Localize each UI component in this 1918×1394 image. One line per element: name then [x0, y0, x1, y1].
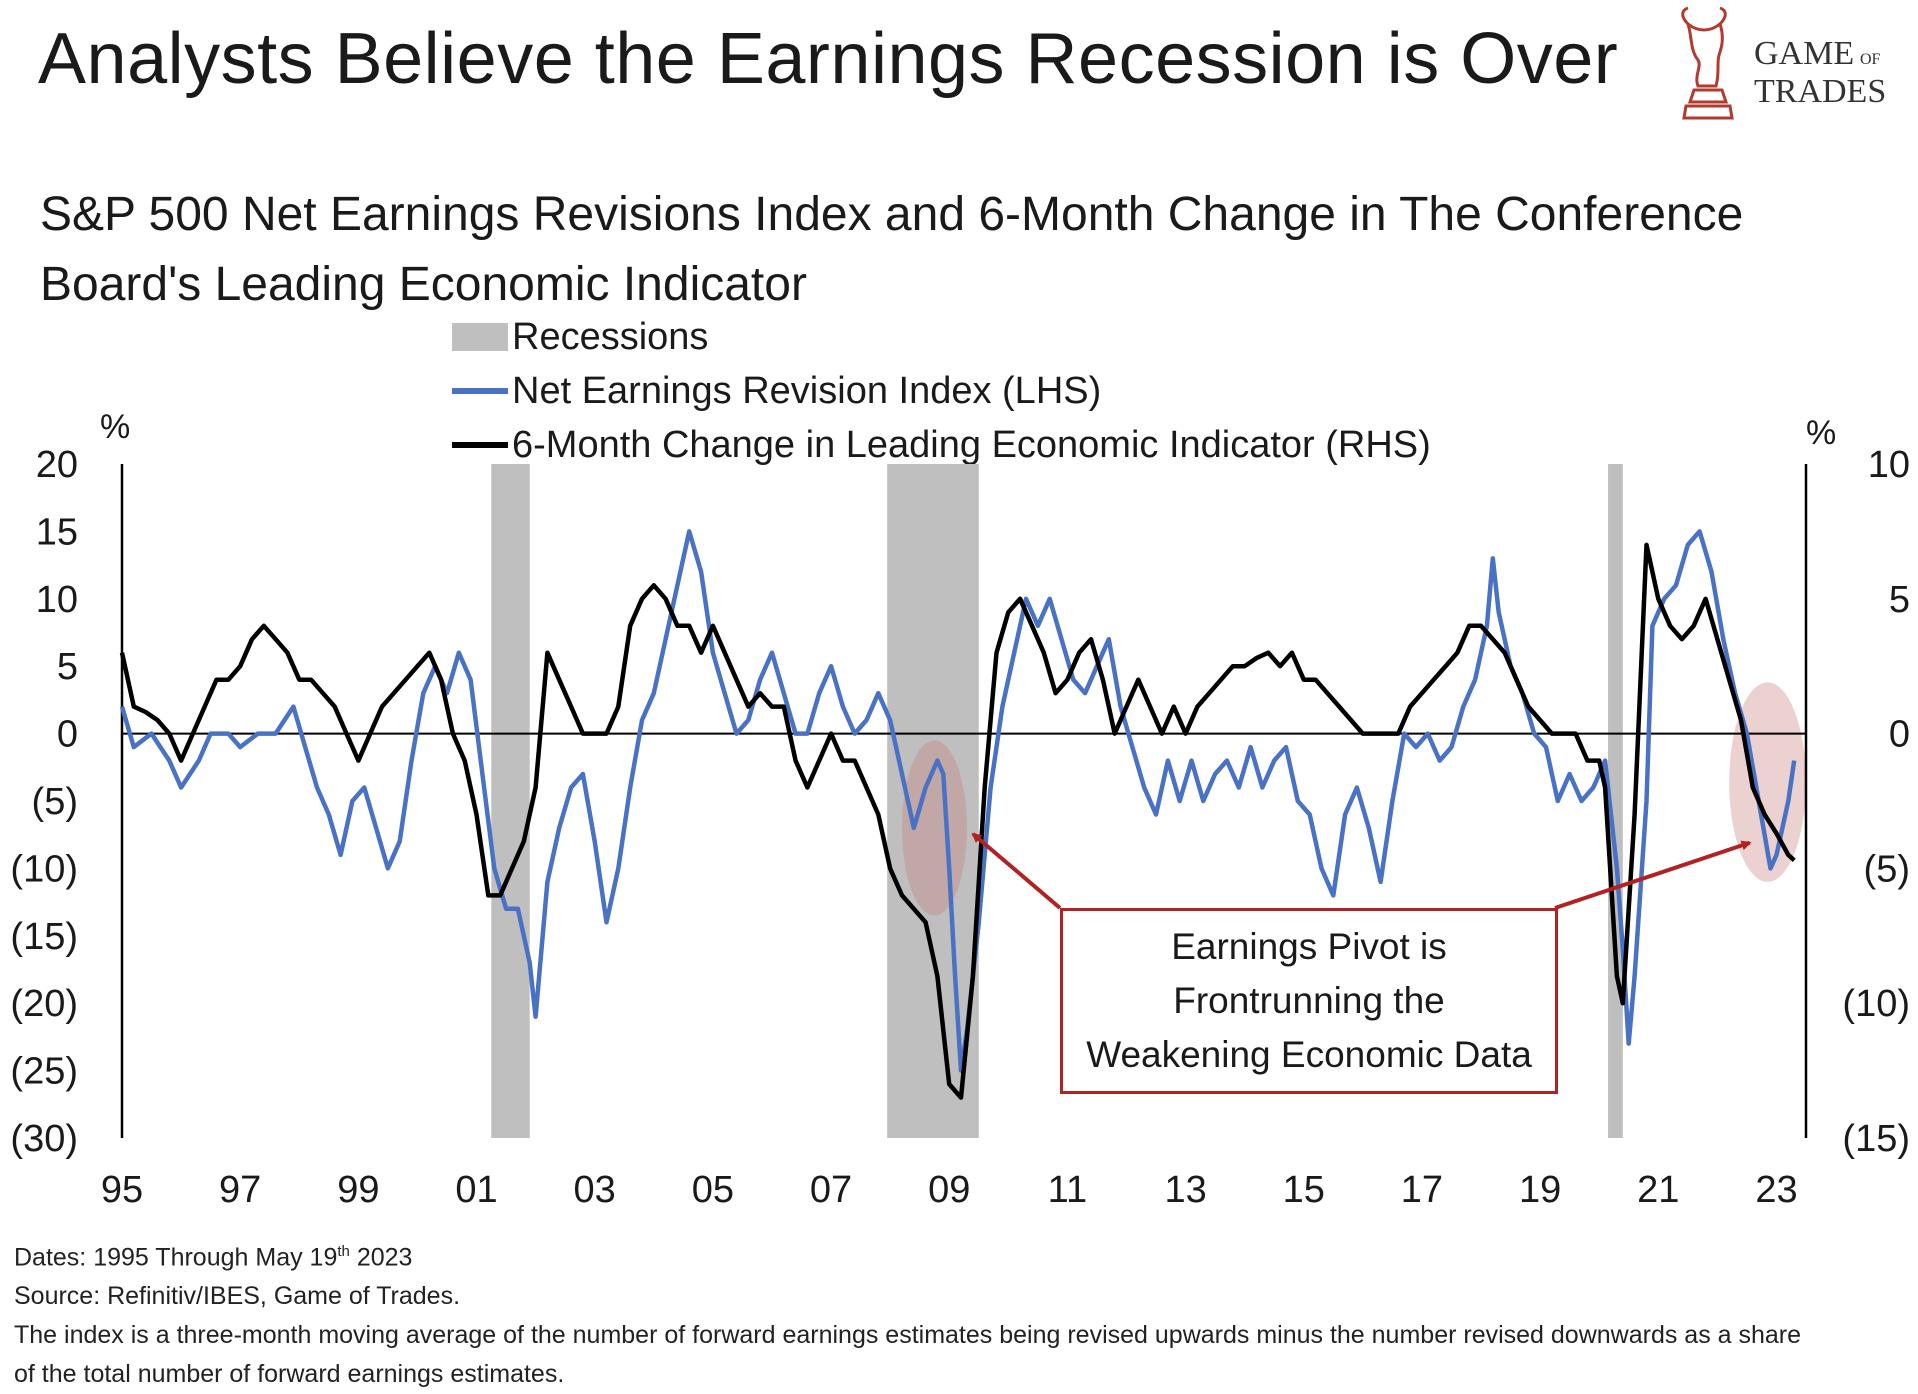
nri-series-line [119, 529, 1797, 1073]
y-left-tick-4: 0 [57, 714, 78, 756]
dates-note-sup: th [337, 1243, 350, 1260]
y-left-tick-2: 10 [36, 579, 78, 621]
dates-note-prefix: Dates: 1995 Through May 19 [14, 1243, 338, 1272]
source-note: Source: Refinitiv/IBES, Game of Trades. [14, 1282, 461, 1311]
x-tick-11: 11 [1048, 1169, 1087, 1211]
callout-line-1: Earnings Pivot is [1171, 926, 1447, 967]
dates-note: Dates: 1995 Through May 19th 2023 [14, 1232, 1814, 1277]
x-tick-97: 97 [219, 1169, 261, 1211]
bull-chess-knight-icon [1681, 6, 1734, 120]
x-tick-19: 19 [1519, 1169, 1561, 1211]
callout-arrow-2008 [971, 832, 1062, 910]
right-axis-unit: % [1806, 414, 1837, 452]
y-left-tick-3: 5 [57, 646, 78, 688]
callout-arrows [971, 832, 1752, 910]
y-right-tick-2: 0 [1889, 714, 1910, 756]
left-axis-unit: % [100, 408, 131, 446]
main-title: Analysts Believe the Earnings Recession … [38, 19, 1619, 99]
chart-axes [120, 464, 1808, 1138]
y-right-tick-3: (5) [1864, 848, 1910, 890]
y-left-tick-10: (30) [10, 1118, 78, 1160]
y-left-tick-9: (25) [10, 1051, 78, 1093]
y-left-tick-5: (5) [32, 781, 78, 823]
legend-item-recessions: Recessions [452, 310, 1431, 364]
y-right-tick-1: 5 [1889, 579, 1910, 621]
x-tick-01: 01 [455, 1169, 497, 1211]
description-note: The index is a three-month moving averag… [14, 1321, 1802, 1389]
callout-line-2: Frontrunning the [1173, 980, 1445, 1021]
legend-item-lei: 6-Month Change in Leading Economic Indic… [452, 418, 1431, 472]
x-tick-07: 07 [810, 1169, 852, 1211]
y-left-tick-1: 15 [36, 511, 78, 553]
y-left-tick-0: 20 [36, 444, 78, 486]
x-tick-03: 03 [574, 1169, 616, 1211]
x-tick-05: 05 [692, 1169, 734, 1211]
logo-game: GAME [1754, 35, 1854, 72]
callout-arrow-2023 [1554, 840, 1752, 910]
chart-subtitle: S&P 500 Net Earnings Revisions Index and… [40, 188, 1744, 311]
y-right-tick-5: (15) [1842, 1118, 1910, 1160]
legend-label-nri: Net Earnings Revision Index (LHS) [512, 369, 1102, 412]
legend-label-recessions: Recessions [512, 315, 709, 358]
y-left-tick-8: (20) [10, 983, 78, 1025]
x-tick-23: 23 [1755, 1169, 1797, 1211]
y-left-tick-7: (15) [10, 916, 78, 958]
x-tick-99: 99 [337, 1169, 379, 1211]
recession-bands [491, 464, 1623, 1138]
x-tick-15: 15 [1283, 1169, 1325, 1211]
y-right-tick-4: (10) [1842, 983, 1910, 1025]
recession-band-1 [887, 464, 979, 1138]
axis-tick-labels: 95 97 99 01 03 05 07 09 11 13 15 17 19 21 2320151050(5… [10, 444, 1910, 1211]
legend-swatch-lei [452, 442, 508, 448]
legend-item-nri: Net Earnings Revision Index (LHS) [452, 364, 1431, 418]
legend-label-lei: 6-Month Change in Leading Economic Indic… [512, 423, 1431, 466]
x-tick-95: 95 [101, 1169, 143, 1211]
recession-band-2 [1608, 464, 1623, 1138]
y-right-tick-0: 10 [1868, 444, 1910, 486]
chart-series [119, 529, 1797, 1100]
dates-note-suffix: 2023 [349, 1243, 413, 1272]
x-tick-13: 13 [1164, 1169, 1206, 1211]
legend-swatch-recessions [452, 323, 508, 351]
logo-of: OF [1860, 51, 1881, 68]
logo-trades: TRADES [1754, 73, 1886, 110]
chart-notes: Dates: 1995 Through May 19th 2023 Source… [14, 1232, 1814, 1394]
game-of-trades-logo: GAME OF TRADES [1681, 6, 1886, 120]
y-left-tick-6: (10) [10, 848, 78, 890]
lei-series-line [119, 542, 1796, 1100]
legend: Recessions Net Earnings Revision Index (… [452, 310, 1431, 472]
x-tick-17: 17 [1401, 1169, 1443, 1211]
callout-line-3: Weakening Economic Data [1086, 1034, 1532, 1075]
recession-band-0 [491, 464, 530, 1138]
legend-swatch-nri [452, 388, 508, 394]
callout-box: Earnings Pivot is Frontrunning the Weake… [1060, 908, 1558, 1094]
x-tick-21: 21 [1637, 1169, 1679, 1211]
x-tick-09: 09 [928, 1169, 970, 1211]
